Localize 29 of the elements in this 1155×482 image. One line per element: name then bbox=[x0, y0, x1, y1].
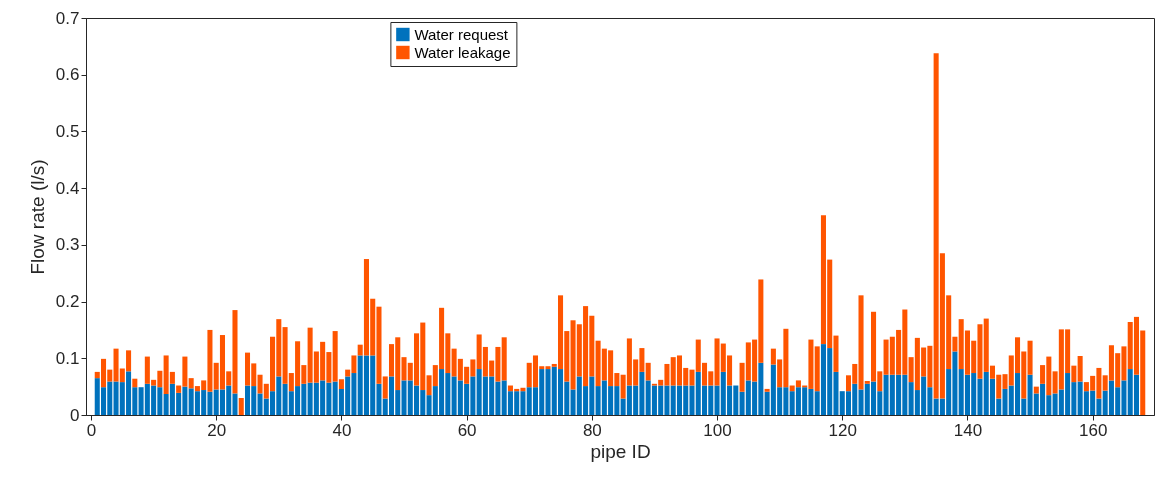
y-tick-label: 0.7 bbox=[55, 8, 80, 28]
bar bbox=[1077, 356, 1083, 382]
x-tick-label: 120 bbox=[828, 420, 857, 440]
legend-label: Water leakage bbox=[414, 43, 511, 61]
x-tick-label: 140 bbox=[953, 420, 983, 440]
x-tick-label: 40 bbox=[332, 420, 352, 440]
y-tick-label: 0.3 bbox=[55, 235, 80, 255]
x-tick-label: 0 bbox=[86, 420, 97, 440]
y-tick-label: 0 bbox=[70, 405, 80, 425]
bar bbox=[764, 388, 770, 392]
bar bbox=[645, 362, 651, 381]
y-tick-label: 0.5 bbox=[55, 121, 80, 141]
bar bbox=[238, 397, 244, 415]
y-tick-label: 0.1 bbox=[55, 348, 80, 368]
y-tick-label: 0.4 bbox=[55, 178, 80, 198]
bar bbox=[1027, 340, 1033, 375]
x-tick-label: 20 bbox=[207, 420, 227, 440]
x-tick-label: 80 bbox=[582, 420, 602, 440]
bar bbox=[132, 378, 138, 388]
x-axis-title: pipe ID bbox=[590, 440, 651, 462]
y-tick-label: 0.6 bbox=[55, 65, 80, 85]
x-tick-label: 160 bbox=[1078, 420, 1108, 440]
x-tick-label: 100 bbox=[703, 420, 732, 440]
bar bbox=[501, 337, 507, 381]
legend-label: Water request bbox=[414, 25, 509, 43]
x-tick-label: 60 bbox=[457, 420, 477, 440]
y-tick-label: 0.2 bbox=[55, 292, 80, 312]
bar bbox=[814, 346, 820, 392]
y-axis-title: Flow rate (l/s) bbox=[26, 159, 48, 275]
